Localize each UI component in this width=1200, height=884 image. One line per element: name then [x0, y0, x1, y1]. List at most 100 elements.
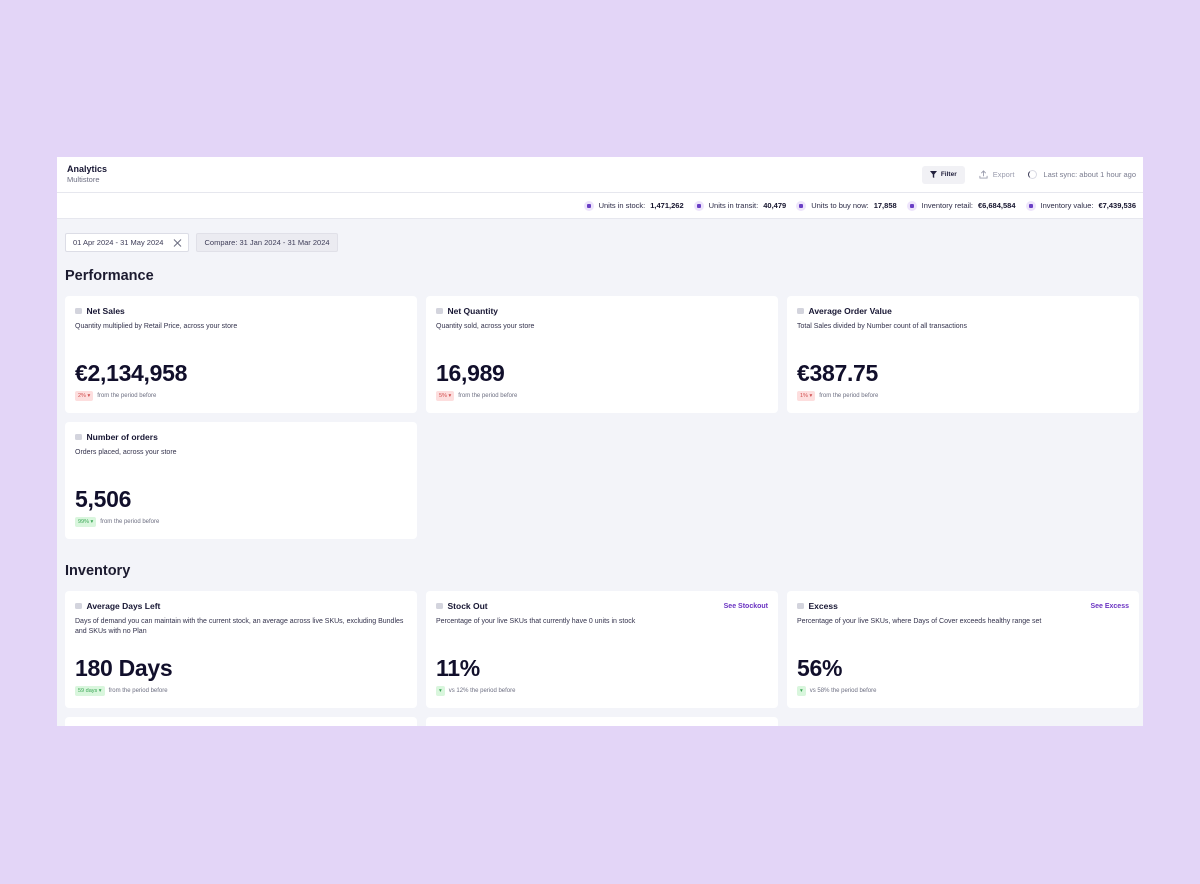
metric-value: €2,134,958: [75, 360, 188, 386]
filter-label: Filter: [940, 171, 957, 178]
card-description: Quantity sold, across your store: [436, 323, 535, 330]
card-description: Percentage of your live SKUs, where Days…: [797, 618, 1042, 625]
delta-text: from the period before: [458, 393, 518, 399]
coins-icon: [1025, 200, 1036, 211]
metric-delta: 5% ▾ from the period before: [436, 391, 517, 401]
change-badge: 5% ▾: [436, 391, 455, 401]
metric-value: €387.75: [797, 360, 879, 386]
metric-card-net-quantity: Net Quantity Quantity sold, across your …: [426, 296, 778, 413]
sync-status: Last sync: about 1 hour ago: [1028, 170, 1136, 179]
see-stockout-link[interactable]: See Stockout: [723, 602, 768, 610]
metric-delta: 59 days ▾ from the period before: [75, 686, 168, 696]
metric-value: 56%: [797, 655, 843, 681]
metric-value: 180 Days: [75, 655, 173, 681]
card-title: Net Sales: [86, 306, 125, 316]
info-icon[interactable]: [75, 602, 82, 610]
inventory-stats-bar: Units in stock: 1,471,262 Units in trans…: [57, 193, 1143, 219]
compare-range-picker[interactable]: Compare: 31 Jan 2024 - 31 Mar 2024: [196, 233, 338, 252]
top-actions: Filter Export Last sync: about 1 hour ag…: [921, 165, 1136, 184]
metric-delta: 2% ▾ from the period before: [75, 391, 156, 401]
date-range-text: 01 Apr 2024 - 31 May 2024: [73, 238, 164, 247]
stat-inventory-value: Inventory value: €7,439,536: [1025, 200, 1136, 211]
filter-icon: [929, 171, 937, 178]
metric-value: 5,506: [75, 486, 132, 512]
change-badge: 1% ▾: [797, 391, 816, 401]
sync-text: Last sync: about 1 hour ago: [1043, 170, 1136, 179]
info-icon[interactable]: [75, 307, 82, 315]
change-badge: 99% ▾: [75, 517, 97, 527]
delta-text: from the period before: [819, 393, 879, 399]
delta-text: from the period before: [100, 519, 160, 525]
stat-units-in-transit: Units in transit: 40,479: [693, 200, 787, 211]
date-range-picker[interactable]: 01 Apr 2024 - 31 May 2024: [65, 233, 190, 252]
stat-value: €7,439,536: [1098, 201, 1136, 210]
card-description: Percentage of your live SKUs that curren…: [436, 618, 636, 625]
card-title: Net Quantity: [447, 306, 499, 316]
app-title: Analytics: [67, 164, 108, 174]
delta-text: vs 12% the period before: [448, 688, 516, 694]
analytics-app: Analytics Multistore Filter Export Last …: [57, 157, 1143, 726]
export-label: Export: [992, 170, 1015, 179]
stat-units-in-stock: Units in stock: 1,471,262: [583, 200, 684, 211]
metric-card-average-days-left: Average Days Left Days of demand you can…: [65, 591, 417, 708]
performance-heading: Performance: [65, 268, 154, 284]
metric-card-net-sales: Net Sales Quantity multiplied by Retail …: [65, 296, 417, 413]
card-title: Stock Out: [447, 601, 488, 611]
export-button[interactable]: Export: [979, 170, 1015, 179]
change-badge: ▾: [797, 686, 806, 696]
loading-spinner-icon: [1028, 170, 1038, 179]
filter-button[interactable]: Filter: [921, 165, 965, 184]
stat-inventory-retail: Inventory retail: €6,684,584: [906, 200, 1016, 211]
metric-value: 16,989: [436, 360, 505, 386]
card-description: Total Sales divided by Number count of a…: [797, 323, 968, 330]
change-badge: 59 days ▾: [75, 686, 105, 696]
stat-units-to-buy: Units to buy now: 17,858: [796, 200, 897, 211]
card-title: Number of orders: [86, 432, 158, 442]
see-excess-link[interactable]: See Excess: [1090, 602, 1129, 610]
stat-value: 40,479: [763, 201, 787, 210]
delta-text: from the period before: [97, 393, 157, 399]
metric-delta: 1% ▾ from the period before: [797, 391, 878, 401]
card-description: Days of demand you can maintain with the…: [75, 618, 404, 635]
metric-value: 11%: [436, 655, 480, 681]
card-title: Excess: [808, 601, 838, 611]
delta-text: from the period before: [108, 688, 168, 694]
info-icon[interactable]: [75, 433, 82, 441]
metric-card-number-of-orders: Number of orders Orders placed, across y…: [65, 422, 417, 539]
metric-card-average-order-value: Average Order Value Total Sales divided …: [787, 296, 1139, 413]
info-icon[interactable]: [797, 307, 804, 315]
metric-card-stock-out: Stock Out See Stockout Percentage of you…: [426, 591, 778, 708]
stat-value: €6,684,584: [977, 201, 1016, 210]
stat-value: 1,471,262: [650, 201, 684, 210]
info-icon[interactable]: [436, 602, 443, 610]
card-title: Average Days Left: [86, 601, 161, 611]
card-title: Average Order Value: [808, 306, 892, 316]
store-name: Multistore: [67, 175, 100, 184]
info-icon[interactable]: [797, 602, 804, 610]
delta-text: vs 58% the period before: [809, 688, 877, 694]
card-description: Quantity multiplied by Retail Price, acr…: [75, 323, 238, 330]
main-content: 01 Apr 2024 - 31 May 2024 Compare: 31 Ja…: [57, 219, 1143, 726]
metric-card-partial: [65, 717, 417, 726]
performance-grid: Net Sales Quantity multiplied by Retail …: [65, 296, 1139, 539]
brand: Analytics Multistore: [67, 164, 107, 185]
info-icon[interactable]: [436, 307, 443, 315]
metric-card-excess: Excess See Excess Percentage of your liv…: [787, 591, 1139, 708]
stat-value: 17,858: [873, 201, 897, 210]
metric-delta: 99% ▾ from the period before: [75, 517, 159, 527]
metric-delta: ▾ vs 58% the period before: [797, 686, 876, 696]
inventory-grid-next-row: [65, 717, 1135, 726]
date-filters: 01 Apr 2024 - 31 May 2024 Compare: 31 Ja…: [65, 233, 1135, 252]
box-icon: [583, 200, 594, 211]
card-description: Orders placed, across your store: [75, 449, 177, 456]
stat-label: Units to buy now:: [811, 201, 869, 210]
stat-label: Units in transit:: [708, 201, 759, 210]
truck-icon: [693, 200, 704, 211]
metric-delta: ▾ vs 12% the period before: [436, 686, 515, 696]
change-badge: ▾: [436, 686, 445, 696]
close-icon[interactable]: [173, 239, 181, 247]
stat-label: Inventory retail:: [921, 201, 973, 210]
stat-label: Units in stock:: [598, 201, 646, 210]
inventory-grid: Average Days Left Days of demand you can…: [65, 591, 1139, 708]
inventory-heading: Inventory: [65, 563, 131, 579]
